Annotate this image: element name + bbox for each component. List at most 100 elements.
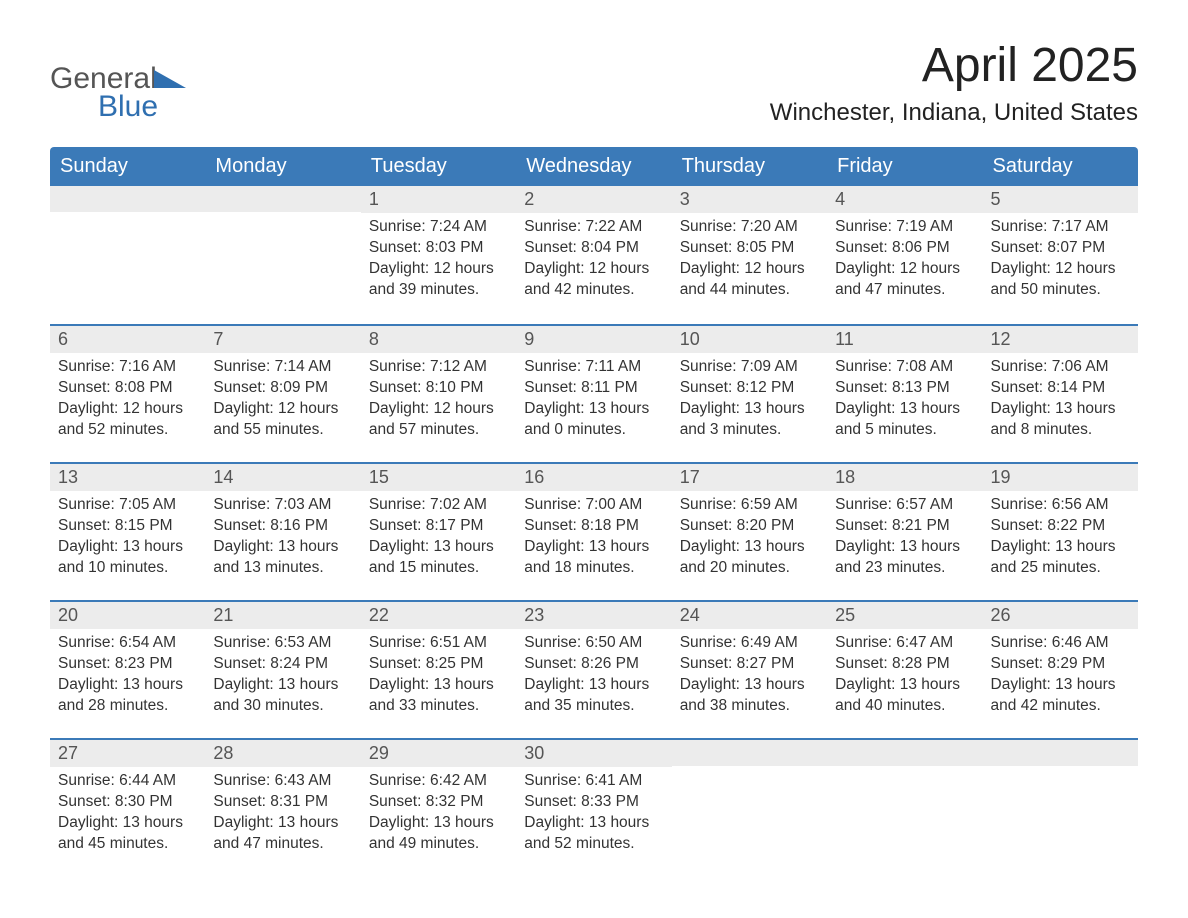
dow-sunday: Sunday	[50, 147, 205, 186]
calendar-day-cell	[983, 738, 1138, 876]
calendar-table: Sunday Monday Tuesday Wednesday Thursday…	[50, 147, 1138, 876]
sunrise-line: Sunrise: 6:43 AM	[213, 771, 352, 792]
sunrise-value: 7:12 AM	[430, 358, 487, 375]
sunrise-line: Sunrise: 6:51 AM	[369, 633, 508, 654]
sunrise-label: Sunrise:	[680, 218, 741, 235]
sunset-label: Sunset:	[524, 793, 581, 810]
sunset-label: Sunset:	[369, 517, 426, 534]
sunrise-line: Sunrise: 7:05 AM	[58, 495, 197, 516]
day-body: Sunrise: 6:53 AMSunset: 8:24 PMDaylight:…	[205, 629, 360, 721]
daylight-label: Daylight:	[835, 260, 900, 277]
daylight-label: Daylight:	[369, 814, 434, 831]
calendar-day-cell: 29Sunrise: 6:42 AMSunset: 8:32 PMDayligh…	[361, 738, 516, 876]
sunrise-line: Sunrise: 7:09 AM	[680, 357, 819, 378]
sunrise-line: Sunrise: 7:02 AM	[369, 495, 508, 516]
sunrise-value: 7:16 AM	[119, 358, 176, 375]
daylight-line: Daylight: 13 hours and 47 minutes.	[213, 813, 352, 855]
calendar-day-cell: 25Sunrise: 6:47 AMSunset: 8:28 PMDayligh…	[827, 600, 982, 738]
daylight-line: Daylight: 13 hours and 30 minutes.	[213, 675, 352, 717]
sunrise-value: 7:03 AM	[275, 496, 332, 513]
sunset-value: 8:13 PM	[892, 379, 950, 396]
sunset-line: Sunset: 8:06 PM	[835, 238, 974, 259]
daylight-label: Daylight:	[58, 676, 123, 693]
sunrise-label: Sunrise:	[524, 218, 585, 235]
day-number: 17	[672, 462, 827, 491]
sunrise-value: 7:14 AM	[275, 358, 332, 375]
day-number: 4	[827, 186, 982, 213]
daylight-line: Daylight: 13 hours and 15 minutes.	[369, 537, 508, 579]
daylight-line: Daylight: 12 hours and 55 minutes.	[213, 399, 352, 441]
sunset-value: 8:12 PM	[737, 379, 795, 396]
day-number: 11	[827, 324, 982, 353]
sunset-line: Sunset: 8:22 PM	[991, 516, 1130, 537]
sunset-value: 8:30 PM	[115, 793, 173, 810]
day-body: Sunrise: 6:50 AMSunset: 8:26 PMDaylight:…	[516, 629, 671, 721]
calendar-day-cell	[672, 738, 827, 876]
day-body: Sunrise: 7:02 AMSunset: 8:17 PMDaylight:…	[361, 491, 516, 583]
daylight-label: Daylight:	[835, 400, 900, 417]
day-number: 16	[516, 462, 671, 491]
day-number: 24	[672, 600, 827, 629]
sunset-value: 8:26 PM	[581, 655, 639, 672]
day-number: 21	[205, 600, 360, 629]
sunset-line: Sunset: 8:18 PM	[524, 516, 663, 537]
day-number: 15	[361, 462, 516, 491]
calendar-day-cell: 18Sunrise: 6:57 AMSunset: 8:21 PMDayligh…	[827, 462, 982, 600]
calendar-day-cell: 30Sunrise: 6:41 AMSunset: 8:33 PMDayligh…	[516, 738, 671, 876]
day-number: 19	[983, 462, 1138, 491]
sunrise-label: Sunrise:	[213, 496, 274, 513]
day-body: Sunrise: 6:51 AMSunset: 8:25 PMDaylight:…	[361, 629, 516, 721]
day-body: Sunrise: 7:00 AMSunset: 8:18 PMDaylight:…	[516, 491, 671, 583]
logo-flag-icon	[154, 70, 186, 88]
sunrise-label: Sunrise:	[835, 358, 896, 375]
day-body: Sunrise: 7:03 AMSunset: 8:16 PMDaylight:…	[205, 491, 360, 583]
daylight-line: Daylight: 13 hours and 13 minutes.	[213, 537, 352, 579]
calendar-day-cell: 9Sunrise: 7:11 AMSunset: 8:11 PMDaylight…	[516, 324, 671, 462]
sunrise-value: 7:24 AM	[430, 218, 487, 235]
sunrise-label: Sunrise:	[369, 358, 430, 375]
day-number: 25	[827, 600, 982, 629]
day-number: 28	[205, 738, 360, 767]
calendar-header-row: Sunday Monday Tuesday Wednesday Thursday…	[50, 147, 1138, 186]
daylight-line: Daylight: 13 hours and 3 minutes.	[680, 399, 819, 441]
day-number: 2	[516, 186, 671, 213]
calendar-week: 27Sunrise: 6:44 AMSunset: 8:30 PMDayligh…	[50, 738, 1138, 876]
sunrise-line: Sunrise: 7:06 AM	[991, 357, 1130, 378]
sunrise-label: Sunrise:	[58, 772, 119, 789]
sunrise-value: 7:06 AM	[1052, 358, 1109, 375]
day-body: Sunrise: 6:44 AMSunset: 8:30 PMDaylight:…	[50, 767, 205, 859]
sunset-label: Sunset:	[680, 655, 737, 672]
daylight-label: Daylight:	[524, 538, 589, 555]
sunrise-label: Sunrise:	[58, 634, 119, 651]
day-body: Sunrise: 7:12 AMSunset: 8:10 PMDaylight:…	[361, 353, 516, 445]
sunrise-line: Sunrise: 6:59 AM	[680, 495, 819, 516]
dow-tuesday: Tuesday	[361, 147, 516, 186]
daylight-line: Daylight: 12 hours and 50 minutes.	[991, 259, 1130, 301]
sunrise-value: 6:59 AM	[741, 496, 798, 513]
daylight-label: Daylight:	[991, 400, 1056, 417]
day-number: 5	[983, 186, 1138, 213]
calendar-day-cell: 24Sunrise: 6:49 AMSunset: 8:27 PMDayligh…	[672, 600, 827, 738]
sunrise-value: 7:17 AM	[1052, 218, 1109, 235]
sunrise-label: Sunrise:	[369, 218, 430, 235]
sunrise-label: Sunrise:	[58, 358, 119, 375]
sunset-value: 8:03 PM	[426, 239, 484, 256]
sunset-value: 8:05 PM	[737, 239, 795, 256]
sunrise-label: Sunrise:	[58, 496, 119, 513]
sunset-value: 8:15 PM	[115, 517, 173, 534]
day-body: Sunrise: 6:46 AMSunset: 8:29 PMDaylight:…	[983, 629, 1138, 721]
sunrise-line: Sunrise: 7:11 AM	[524, 357, 663, 378]
sunrise-label: Sunrise:	[991, 358, 1052, 375]
sunset-line: Sunset: 8:25 PM	[369, 654, 508, 675]
sunset-label: Sunset:	[991, 655, 1048, 672]
sunset-value: 8:31 PM	[270, 793, 328, 810]
sunset-label: Sunset:	[58, 793, 115, 810]
sunset-label: Sunset:	[524, 517, 581, 534]
sunset-value: 8:33 PM	[581, 793, 639, 810]
calendar-day-cell: 3Sunrise: 7:20 AMSunset: 8:05 PMDaylight…	[672, 186, 827, 324]
daylight-label: Daylight:	[524, 676, 589, 693]
sunrise-label: Sunrise:	[369, 772, 430, 789]
calendar-day-cell: 6Sunrise: 7:16 AMSunset: 8:08 PMDaylight…	[50, 324, 205, 462]
sunrise-line: Sunrise: 7:03 AM	[213, 495, 352, 516]
sunset-value: 8:22 PM	[1047, 517, 1105, 534]
